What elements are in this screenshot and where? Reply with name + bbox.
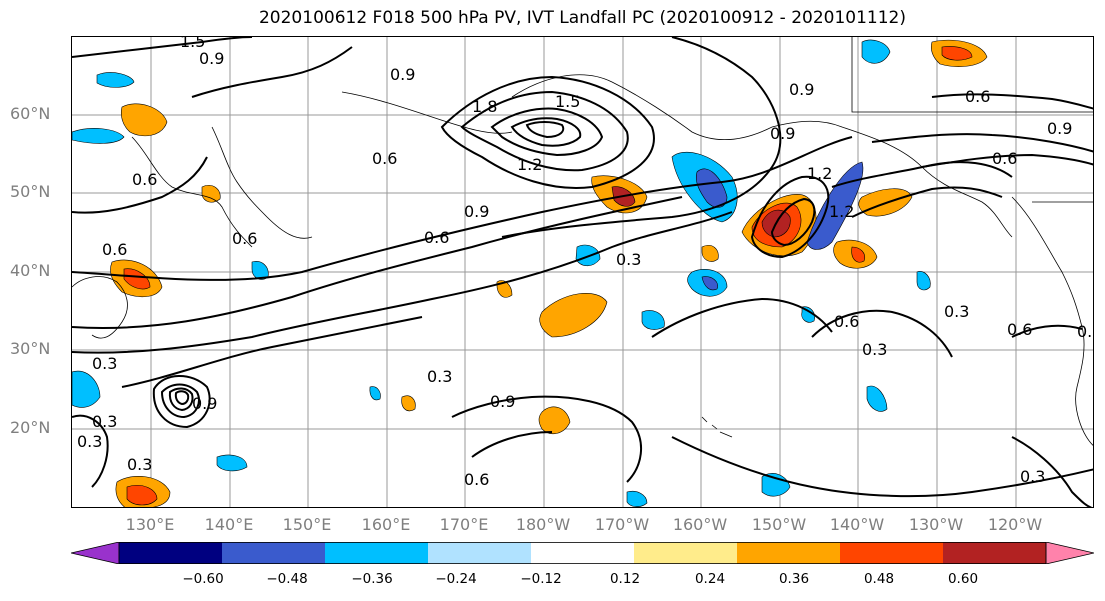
lon-label-140e: 140°E xyxy=(204,515,254,534)
contour-label: 0.9 xyxy=(464,202,489,221)
colorbar-arrow-high xyxy=(1045,542,1094,564)
contour-label: 0.3 xyxy=(1077,322,1094,341)
colorbar-segment xyxy=(119,542,223,564)
colorbar-segment xyxy=(943,542,1047,564)
colorbar-segment xyxy=(222,542,326,564)
contour-label: 0.9 xyxy=(390,65,415,84)
colorbar-outline xyxy=(118,542,1047,564)
contour-label: 1.8 xyxy=(472,97,497,116)
contour-label: 1.2 xyxy=(517,155,542,174)
contour-label: 0.3 xyxy=(127,455,152,474)
colorbar-tick: −0.60 xyxy=(182,571,224,587)
contour-label: 0.9 xyxy=(199,49,224,68)
lat-label-20n: 20°N xyxy=(10,418,51,437)
contour-label: 0.3 xyxy=(77,432,102,451)
colorbar-tick: 0.60 xyxy=(947,571,979,587)
lon-label-130w: 130°W xyxy=(908,515,964,534)
contour-label: 0.3 xyxy=(92,412,117,431)
colorbar-tick: −0.36 xyxy=(351,571,393,587)
lon-label-160e: 160°E xyxy=(361,515,411,534)
contour-label: 0.6 xyxy=(132,170,157,189)
contour-label: 0.6 xyxy=(965,87,990,106)
contour-label: 0.6 xyxy=(464,470,489,489)
colorbar-segment xyxy=(531,542,635,564)
lon-label-130e: 130°E xyxy=(125,515,175,534)
contour-label: 0.6 xyxy=(232,229,257,248)
colorbar-tick: 0.36 xyxy=(778,571,810,587)
contour-label: 0.6 xyxy=(102,240,127,259)
lon-label-150e: 150°E xyxy=(282,515,332,534)
lon-label-170w: 170°W xyxy=(594,515,650,534)
contour-label: 0.6 xyxy=(424,228,449,247)
graticule xyxy=(72,37,1093,507)
contour-label: 0.3 xyxy=(92,354,117,373)
contour-label: 0.3 xyxy=(1020,467,1045,486)
colorbar-segment xyxy=(840,542,944,564)
contour-label: 1.2 xyxy=(829,202,854,221)
contour-label: 0.9 xyxy=(1047,119,1072,138)
contour-label: 0.9 xyxy=(770,124,795,143)
contour-label: 0.6 xyxy=(834,312,859,331)
colorbar-tick: 0.12 xyxy=(609,571,641,587)
pv-contours xyxy=(72,37,1093,507)
lat-label-50n: 50°N xyxy=(10,182,51,201)
lat-label-30n: 30°N xyxy=(10,339,51,358)
lon-label-170e: 170°E xyxy=(439,515,489,534)
contour-label: 0.3 xyxy=(862,340,887,359)
contour-label: 0.6 xyxy=(992,149,1017,168)
colorbar-segment xyxy=(737,542,841,564)
contour-label: 1.2 xyxy=(807,164,832,183)
colorbar-segment xyxy=(634,542,738,564)
lat-label-60n: 60°N xyxy=(10,104,51,123)
contour-label: 0.9 xyxy=(789,80,814,99)
contour-label: 0.6 xyxy=(1007,320,1032,339)
contour-label: 0.3 xyxy=(944,302,969,321)
contour-labels: 1.5 0.9 0.9 1.8 1.5 1.2 0.9 0.6 0.6 0.9 … xyxy=(77,37,1094,489)
colorbar xyxy=(71,542,1094,564)
contour-label: 0.3 xyxy=(616,250,641,269)
lon-label-140w: 140°W xyxy=(829,515,885,534)
contour-label: 0.6 xyxy=(372,149,397,168)
lon-label-150w: 150°W xyxy=(751,515,807,534)
contour-label: 0.9 xyxy=(490,392,515,411)
colorbar-tick: 0.24 xyxy=(694,571,726,587)
colorbar-tick: −0.24 xyxy=(435,571,477,587)
contour-label: 0.9 xyxy=(192,394,217,413)
colorbar-segment xyxy=(428,542,532,564)
lon-label-160w: 160°W xyxy=(672,515,728,534)
colorbar-tick: −0.48 xyxy=(266,571,308,587)
lon-label-180w: 180°W xyxy=(515,515,571,534)
lat-label-40n: 40°N xyxy=(10,261,51,280)
colorbar-arrow-low xyxy=(71,542,120,564)
map-panel: 1.5 0.9 0.9 1.8 1.5 1.2 0.9 0.6 0.6 0.9 … xyxy=(71,36,1094,508)
contour-label: 0.3 xyxy=(427,367,452,386)
contour-label: 1.5 xyxy=(180,37,205,51)
colorbar-segment xyxy=(325,542,429,564)
lon-label-120w: 120°W xyxy=(987,515,1043,534)
colorbar-tick: 0.48 xyxy=(863,571,895,587)
map-canvas: 1.5 0.9 0.9 1.8 1.5 1.2 0.9 0.6 0.6 0.9 … xyxy=(72,37,1094,507)
contour-label: 1.5 xyxy=(555,92,580,111)
colorbar-tick: −0.12 xyxy=(520,571,562,587)
map-title: 2020100612 F018 500 hPa PV, IVT Landfall… xyxy=(258,8,906,28)
